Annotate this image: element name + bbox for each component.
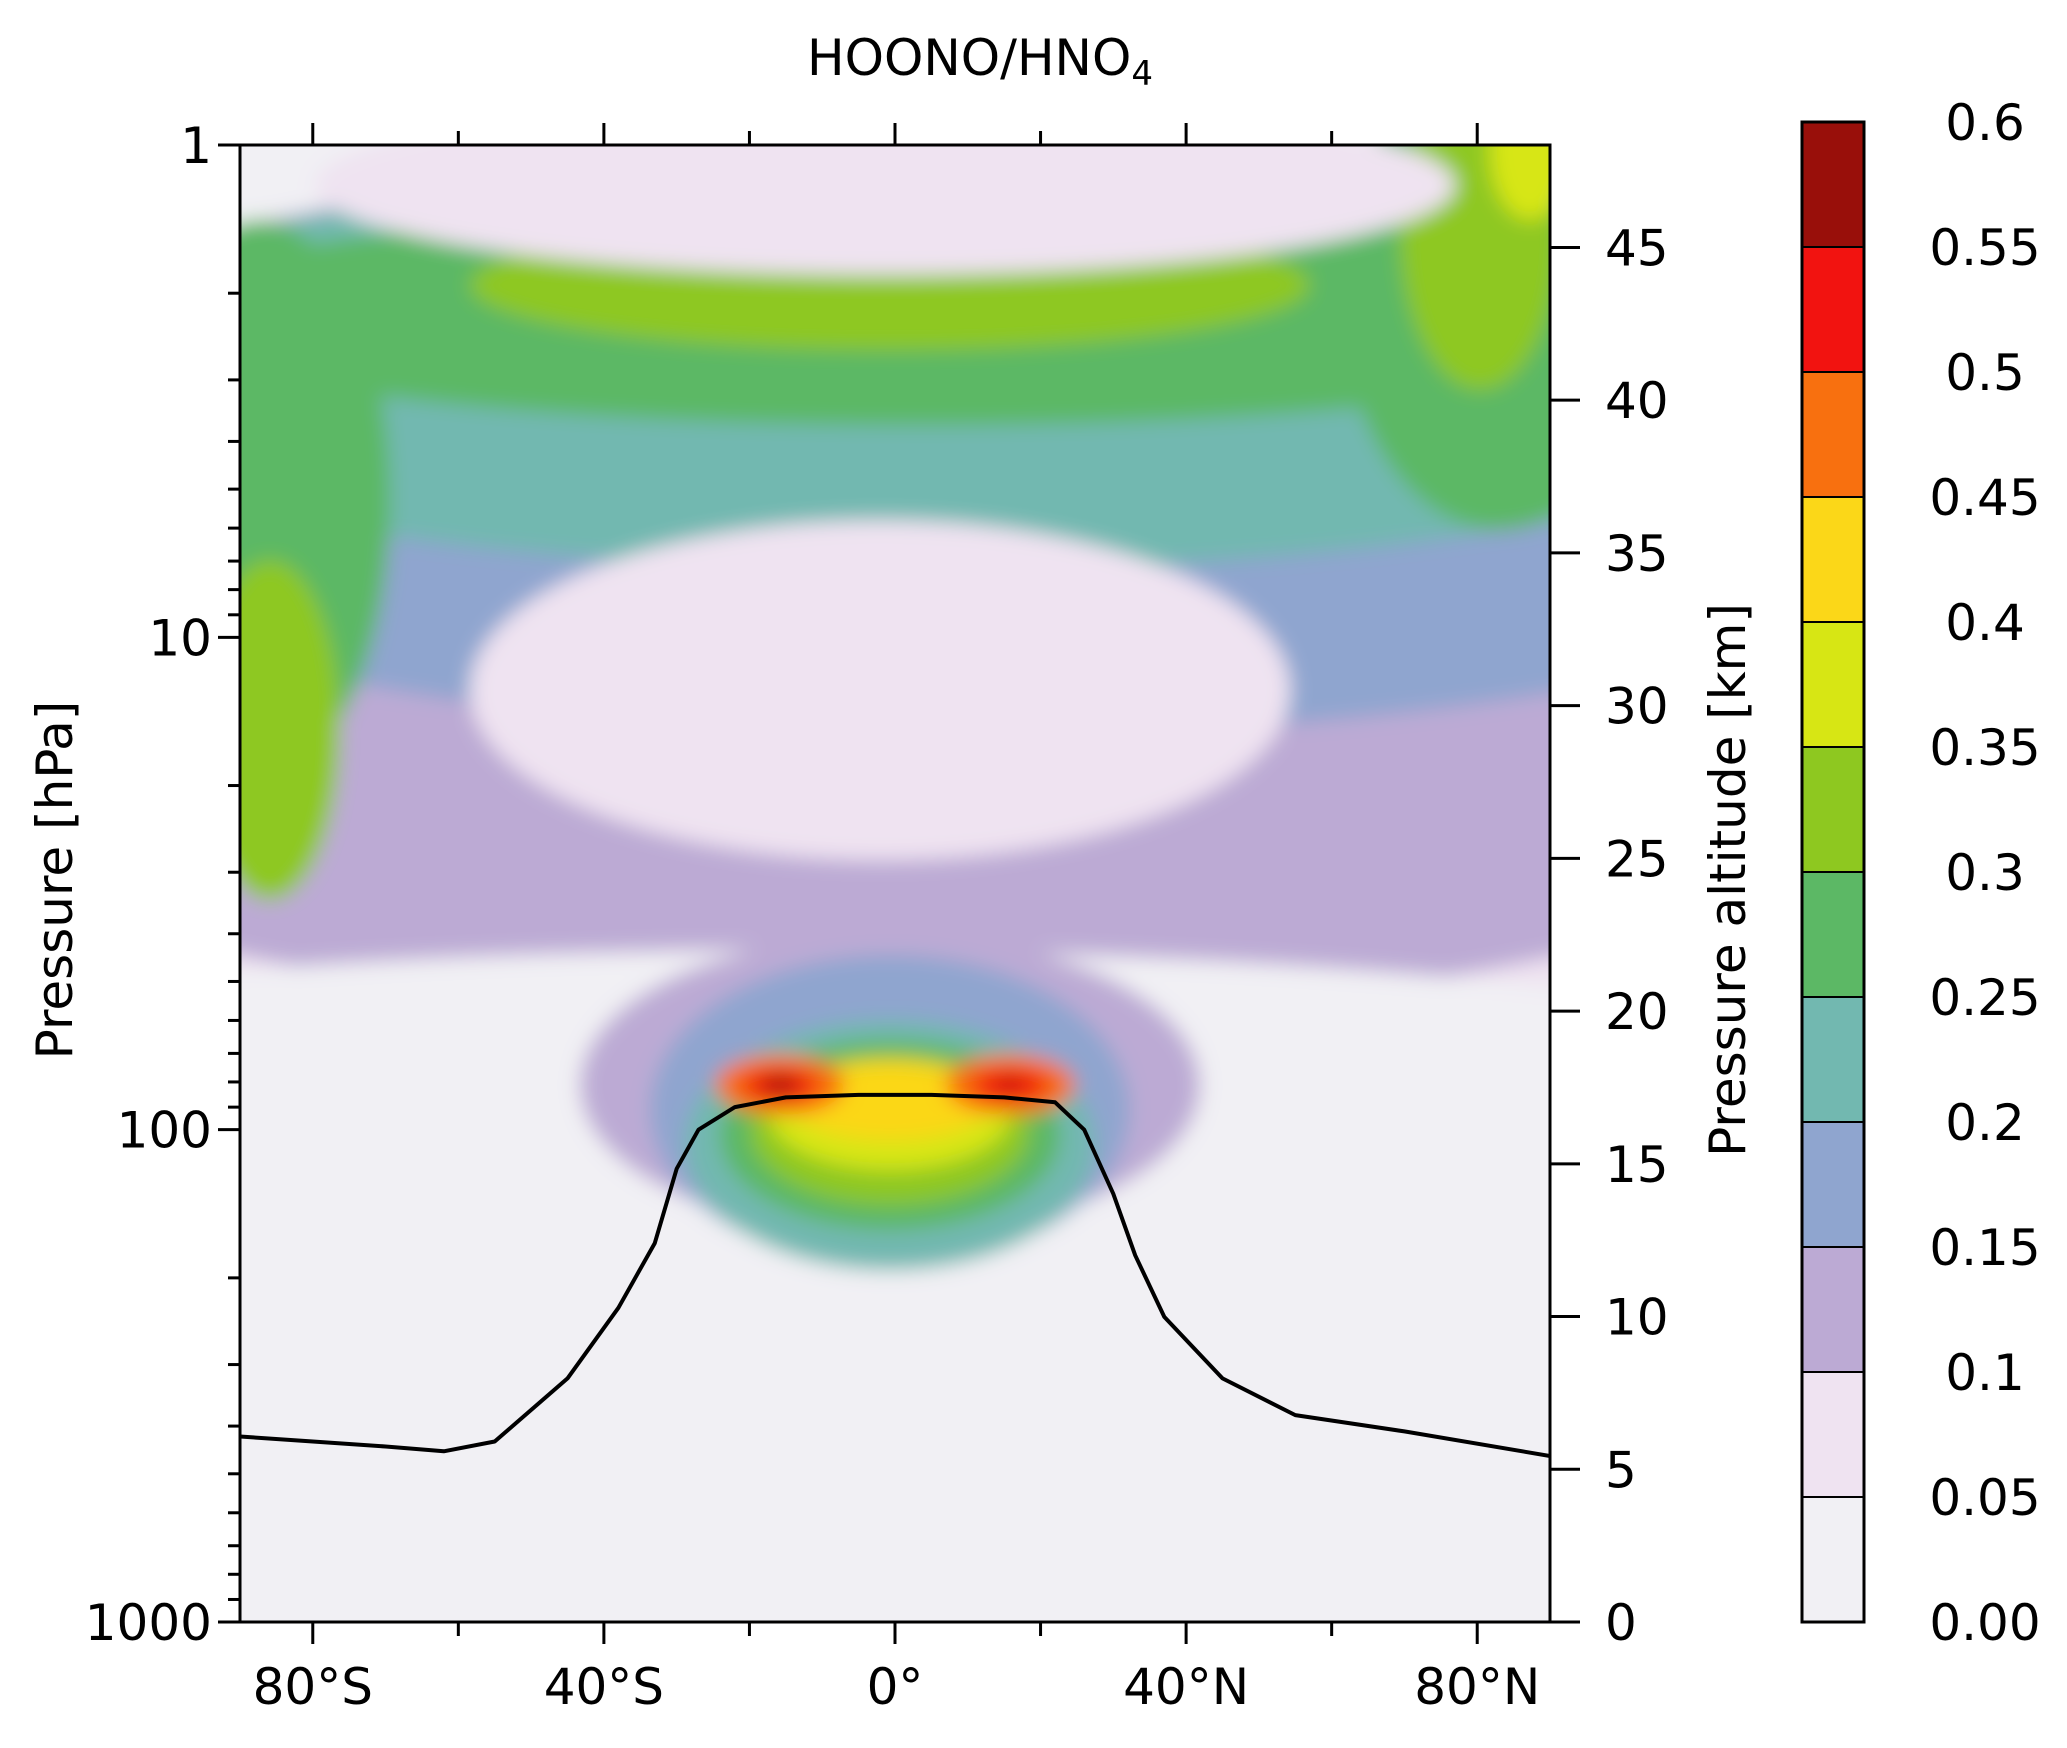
field-band-9 (240, 560, 340, 900)
colorbar-swatch (1801, 121, 1865, 248)
x-tick-label: 0° (867, 1658, 924, 1716)
colorbar-swatch (1801, 621, 1865, 748)
field-band-26 (762, 1077, 798, 1093)
x-tick-label: 40°S (544, 1658, 664, 1716)
chart-title: HOONO/HNO4 (807, 29, 1153, 94)
y-axis: 1 10 100 1000 (85, 117, 240, 1652)
colorbar-level-label: 0.55 (1929, 219, 2040, 277)
y2-tick-label: 25 (1605, 830, 1669, 888)
colorbar-level-label: 0.4 (1945, 594, 2025, 652)
y2-tick-label: 5 (1605, 1441, 1637, 1499)
y2-tick-label: 40 (1605, 372, 1669, 430)
field-band-10 (1400, 145, 1550, 390)
colorbar-level-label: 0.15 (1929, 1219, 2040, 1277)
colorbar-swatch (1801, 1246, 1865, 1373)
x-tick-label: 80°S (253, 1658, 373, 1716)
colorbar-level-label: 0.1 (1945, 1344, 2025, 1402)
y2-tick-label: 45 (1605, 219, 1669, 277)
colorbar-swatch (1801, 371, 1865, 498)
y2-tick-label: 30 (1605, 678, 1669, 736)
field-band-14 (240, 950, 1550, 1622)
y-axis-title: Pressure [hPa] (26, 701, 84, 1060)
y2-tick-label: 15 (1605, 1136, 1669, 1194)
y2-tick-label: 35 (1605, 525, 1669, 583)
colorbar: 0.00 0.05 0.1 0.15 0.2 0.25 0.3 0.35 0.4 0.45 0.5 0… (1800, 94, 2041, 1652)
colorbar-swatch (1801, 246, 1865, 373)
field-band-27 (998, 1080, 1022, 1090)
colorbar-swatch (1801, 996, 1865, 1123)
x-tick-label: 80°N (1414, 1658, 1540, 1716)
y-tick-label: 1000 (85, 1594, 212, 1652)
y2-axis-title: Pressure altitude [km] (1699, 603, 1757, 1157)
tropopause-line (240, 1092, 1550, 1458)
y-tick-label: 10 (148, 609, 212, 667)
y2-tick-label: 10 (1605, 1289, 1669, 1347)
colorbar-level-label: 0.3 (1945, 844, 2025, 902)
colorbar-level-label: 0.45 (1929, 469, 2040, 527)
colorbar-swatch (1801, 1496, 1865, 1623)
colorbar-swatch (1801, 746, 1865, 873)
y-tick-label: 1 (180, 117, 212, 175)
colorbar-level-label: 0.05 (1929, 1469, 2040, 1527)
colorbar-frame (1800, 120, 1866, 1624)
x-axis: 80°S 40°S 0° 40°N 80°N (253, 123, 1540, 1716)
colorbar-swatch (1801, 1371, 1865, 1498)
y2-tick-label: 0 (1605, 1594, 1637, 1652)
colorbar-level-label: 0.5 (1945, 344, 2025, 402)
colorbar-swatch (1801, 496, 1865, 623)
field-band-11 (1490, 145, 1550, 220)
field-band-13 (470, 520, 1290, 860)
field-band-12 (315, 145, 1455, 275)
colorbar-swatch (1801, 871, 1865, 998)
x-tick-label: 40°N (1123, 1658, 1249, 1716)
y-tick-label: 100 (117, 1102, 212, 1160)
y2-tick-label: 20 (1605, 983, 1669, 1041)
y2-axis: 0 5 10 15 20 25 30 35 40 45 (1550, 219, 1669, 1652)
colorbar-level-label: 0.25 (1929, 969, 2040, 1027)
colorbar-level-label: 0.35 (1929, 719, 2040, 777)
tropopause-line-layer (240, 1092, 1550, 1458)
colorbar-swatch (1801, 1121, 1865, 1248)
colorbar-level-label: 0.2 (1945, 1094, 2025, 1152)
colorbar-level-label: 0.00 (1929, 1594, 2040, 1652)
contour-field (240, 145, 1550, 1622)
colorbar-level-label: 0.6 (1945, 94, 2025, 152)
